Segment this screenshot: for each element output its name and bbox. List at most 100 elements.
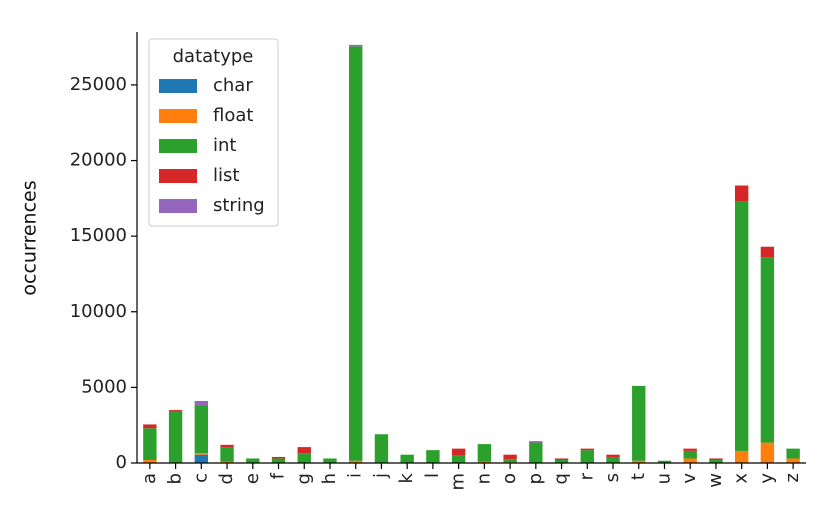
bar-p-int xyxy=(529,442,543,463)
x-tick-label-g: g xyxy=(293,473,314,484)
bar-t-float xyxy=(632,460,646,463)
bar-z-float xyxy=(786,458,800,463)
bar-o-int xyxy=(503,459,517,463)
legend-label-int: int xyxy=(213,135,236,156)
bar-u-int xyxy=(657,460,672,463)
bar-n-int xyxy=(477,444,492,462)
bar-k-int xyxy=(400,454,414,463)
legend-label-char: char xyxy=(213,75,253,96)
x-tick-label-t: t xyxy=(628,473,649,480)
bar-i-int xyxy=(349,46,363,461)
bar-f-list xyxy=(271,456,286,459)
bar-a-int xyxy=(143,428,157,460)
bar-c-char xyxy=(194,454,209,463)
legend: datatype char float int list string xyxy=(148,38,279,227)
bar-c-string xyxy=(194,401,209,406)
bar-d-float xyxy=(220,461,234,463)
bar-c-int xyxy=(194,405,209,454)
bar-s-int xyxy=(606,456,620,463)
legend-label-float: float xyxy=(213,105,253,126)
x-tick-label-q: q xyxy=(551,473,572,484)
bar-e-int xyxy=(246,458,260,463)
bar-z-int xyxy=(786,448,800,459)
bar-y-float xyxy=(760,442,775,463)
bar-g-int xyxy=(297,453,311,463)
bar-b-int xyxy=(168,411,183,463)
legend-label-list: list xyxy=(213,165,239,186)
bar-h-int xyxy=(323,458,337,463)
bar-c-float xyxy=(194,453,209,455)
bar-d-list xyxy=(220,444,234,448)
x-tick-label-i: i xyxy=(345,473,366,478)
bar-p-string xyxy=(529,441,543,443)
x-tick-label-k: k xyxy=(396,472,417,483)
x-tick-label-e: e xyxy=(242,473,263,484)
x-tick-label-z: z xyxy=(782,473,803,482)
bar-r-list xyxy=(580,448,594,451)
bar-x-float xyxy=(734,450,749,463)
legend-items: char float int list string xyxy=(159,75,265,216)
legend-swatch-list xyxy=(159,169,197,183)
bar-w-list xyxy=(709,458,723,460)
bar-j-int xyxy=(374,434,389,463)
bar-f-int xyxy=(271,458,286,463)
bar-m-int xyxy=(451,455,466,463)
legend-swatch-char xyxy=(159,79,197,93)
x-tick-label-x: x xyxy=(731,473,752,484)
y-axis-label: occurrences xyxy=(19,180,41,295)
bar-w-int xyxy=(709,459,723,463)
x-tick-label-p: p xyxy=(525,473,546,484)
x-tick-label-r: r xyxy=(576,472,597,480)
bar-q-int xyxy=(554,459,569,463)
x-tick-label-m: m xyxy=(448,473,469,491)
y-tick-label: 5000 xyxy=(81,376,127,397)
bar-s-list xyxy=(606,454,620,457)
x-tick-label-o: o xyxy=(499,473,520,484)
bar-n-float xyxy=(477,461,492,463)
legend-title: datatype xyxy=(173,46,254,67)
bar-v-list xyxy=(683,448,697,451)
bar-i-float xyxy=(349,460,363,463)
legend-swatch-string xyxy=(159,199,197,213)
bar-d-int xyxy=(220,447,234,462)
x-tick-label-v: v xyxy=(679,473,700,484)
bar-t-int xyxy=(632,385,646,461)
bar-i-string xyxy=(349,44,363,47)
legend-label-string: string xyxy=(213,195,265,216)
axes-layer xyxy=(136,32,806,464)
bar-a-float xyxy=(143,459,157,463)
bar-b-list xyxy=(168,410,183,412)
bar-r-int xyxy=(580,450,594,463)
x-tick-label-u: u xyxy=(653,473,674,484)
bar-y-int xyxy=(760,257,775,443)
x-tick-label-s: s xyxy=(602,473,623,482)
y-tick-label: 20000 xyxy=(70,150,127,171)
x-tick-label-n: n xyxy=(473,473,494,484)
x-tick-label-c: c xyxy=(190,473,211,483)
x-tick-label-d: d xyxy=(216,473,237,484)
bar-a-list xyxy=(143,424,157,429)
bars-layer xyxy=(143,44,800,463)
bar-x-list xyxy=(734,185,749,202)
x-tick-label-j: j xyxy=(370,473,391,479)
x-tick-label-y: y xyxy=(756,473,777,484)
bar-o-list xyxy=(503,454,517,460)
y-ticks: 0 5000 10000 15000 20000 25000 xyxy=(70,74,137,473)
bar-v-float xyxy=(683,458,697,463)
bar-l-int xyxy=(426,450,440,463)
x-tick-label-a: a xyxy=(139,473,160,484)
bar-g-list xyxy=(297,447,311,454)
x-tick-label-f: f xyxy=(268,472,289,479)
x-tick-label-h: h xyxy=(319,473,340,484)
bar-m-list xyxy=(451,448,466,456)
y-tick-label: 15000 xyxy=(70,225,127,246)
x-tick-label-b: b xyxy=(165,473,186,484)
x-tick-label-l: l xyxy=(422,473,443,478)
y-tick-label: 0 xyxy=(116,452,127,473)
y-tick-label: 10000 xyxy=(70,301,127,322)
legend-swatch-float xyxy=(159,109,197,123)
bar-q-list xyxy=(554,458,569,460)
bar-x-int xyxy=(734,201,749,451)
